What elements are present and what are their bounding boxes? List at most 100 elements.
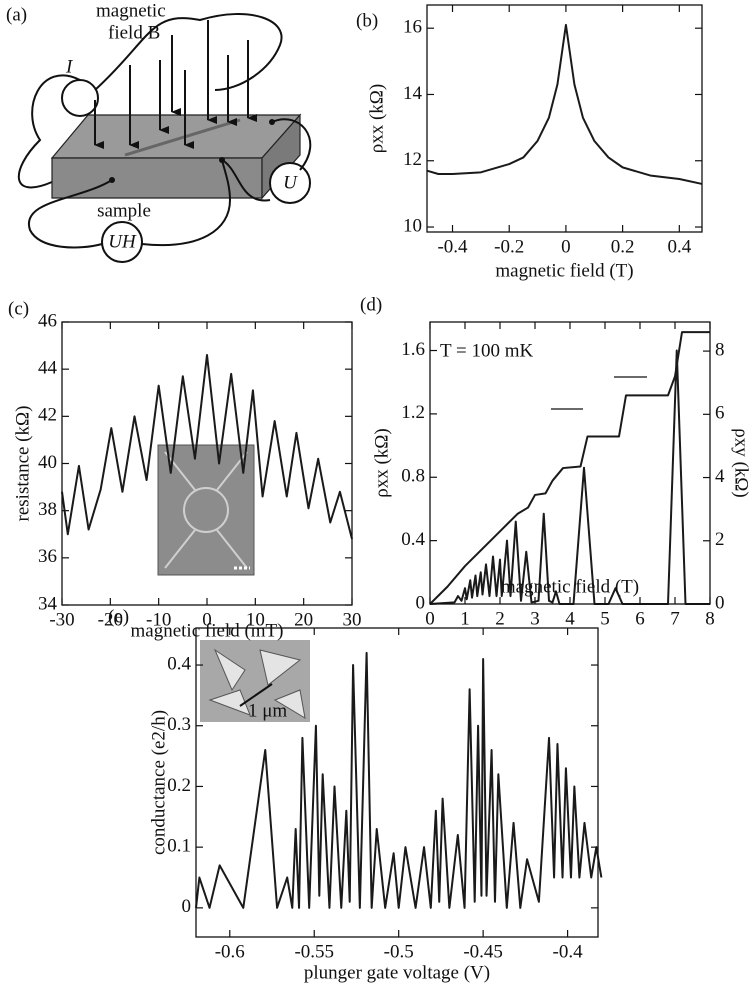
wire — [271, 118, 312, 171]
x-tick-label: -0.55 — [294, 941, 334, 962]
y-axis-label: ρxx (kΩ) — [371, 428, 392, 498]
scale-line — [239, 683, 273, 707]
x-tick-label: -0.5 — [384, 941, 414, 962]
wire — [17, 74, 81, 189]
y-tick-label: 42 — [38, 405, 57, 426]
inset-frame — [157, 444, 255, 576]
x-tick-label: -20 — [98, 609, 123, 630]
data-line — [429, 331, 710, 605]
y-axis-label: ρxx (kΩ) — [366, 84, 387, 154]
x-tick-label: 3 — [530, 608, 540, 629]
y-tick-label: 0.1 — [167, 836, 191, 857]
contact — [109, 177, 115, 183]
axes-frame — [195, 627, 599, 938]
axes-frame — [429, 321, 711, 605]
x-tick-label: 7 — [670, 608, 680, 629]
x-tick-label: 0 — [561, 236, 571, 257]
data-line — [429, 349, 710, 605]
current-source — [61, 79, 99, 117]
x-tick-label: 0.4 — [667, 236, 691, 257]
wire — [27, 179, 113, 249]
x-tick-label: -30 — [49, 609, 74, 630]
panel-label: (a) — [6, 4, 27, 25]
y2-tick-label: 0 — [715, 592, 725, 613]
x-tick-label: 8 — [705, 608, 715, 629]
y-tick-label: 0 — [416, 592, 426, 613]
y-tick-label: 16 — [403, 17, 422, 38]
y2-tick-label: 2 — [715, 529, 725, 550]
x-tick-label: -0.4 — [553, 941, 584, 962]
panel-label: (d) — [360, 294, 382, 315]
x-tick-label: -0.4 — [437, 236, 468, 257]
x-tick-label: 5 — [600, 608, 610, 629]
voltmeter — [269, 162, 311, 204]
wire — [221, 159, 271, 202]
x-tick-label: 0 — [425, 608, 435, 629]
inset-gate — [208, 648, 306, 719]
annotation: T = 100 mK — [440, 340, 534, 361]
y-tick-label: 36 — [38, 546, 57, 567]
y-tick-label: 0 — [182, 896, 192, 917]
hall-voltage-label: UH — [108, 231, 137, 252]
y-tick-label: 1.2 — [401, 402, 425, 423]
y-tick-label: 0.2 — [167, 775, 191, 796]
x-tick-label: -0.6 — [215, 941, 245, 962]
axes-frame — [426, 4, 703, 233]
y2-tick-label: 8 — [715, 339, 725, 360]
y-axis-label: conductance (e2/h) — [148, 710, 169, 855]
y-tick-label: 0.8 — [401, 466, 425, 487]
y2-tick-label: 6 — [715, 403, 725, 424]
panel-label: (e) — [108, 606, 129, 627]
hall-diagram: (a) magnetic field B I U sample UH — [6, 0, 312, 263]
x-tick-label: 0 — [202, 609, 212, 630]
x-tick-label: 1 — [460, 608, 470, 629]
data-line — [61, 354, 353, 540]
contact — [269, 119, 275, 125]
x-axis-label: magnetic field (mT) — [131, 620, 284, 641]
y-tick-label: 1.6 — [401, 339, 425, 360]
inset-image: 1 μm — [200, 640, 310, 722]
y-tick-label: 34 — [38, 593, 58, 614]
hall-voltmeter — [101, 221, 143, 263]
current-label: I — [65, 56, 74, 77]
y-axis-label: resistance (kΩ) — [12, 406, 33, 522]
data-line — [195, 651, 603, 909]
x-tick-label: 6 — [635, 608, 645, 629]
x-tick-label: -0.2 — [494, 236, 524, 257]
x-tick-label: -0.45 — [463, 941, 503, 962]
y-tick-label: 0.3 — [167, 714, 191, 735]
x-tick-label: 30 — [343, 609, 362, 630]
inset-gate — [164, 451, 248, 569]
inset-ring — [183, 487, 229, 533]
y-tick-label: 40 — [38, 452, 57, 473]
x-axis-label: magnetic field (T) — [501, 576, 639, 597]
y-tick-label: 12 — [403, 149, 422, 170]
x-axis-label: magnetic field (T) — [495, 260, 633, 281]
inset-image — [157, 444, 255, 576]
data-line — [426, 23, 703, 185]
y-tick-label: 38 — [38, 499, 57, 520]
field-label: magnetic — [96, 0, 166, 21]
x-tick-label: 0.2 — [611, 236, 635, 257]
y-tick-label: 44 — [38, 358, 58, 379]
field-label: field B — [108, 22, 160, 43]
x-tick-label: 10 — [246, 609, 265, 630]
panel-label: (c) — [8, 298, 29, 319]
x-tick-label: -10 — [146, 609, 171, 630]
sample-label: sample — [97, 200, 151, 221]
x-tick-label: 20 — [294, 609, 313, 630]
wire — [141, 159, 232, 246]
wire — [94, 13, 283, 91]
current-path — [124, 118, 241, 157]
y2-axis-label: ρxy (kΩ) — [731, 428, 752, 498]
x-tick-label: 4 — [565, 608, 575, 629]
sample-top — [50, 114, 302, 159]
voltage-label: U — [283, 172, 298, 193]
y-tick-label: 14 — [403, 83, 423, 104]
y-tick-label: 46 — [38, 310, 57, 331]
y2-tick-label: 4 — [715, 466, 725, 487]
contact — [219, 157, 225, 163]
x-tick-label: 2 — [495, 608, 505, 629]
inset-label: 1 μm — [248, 700, 287, 721]
